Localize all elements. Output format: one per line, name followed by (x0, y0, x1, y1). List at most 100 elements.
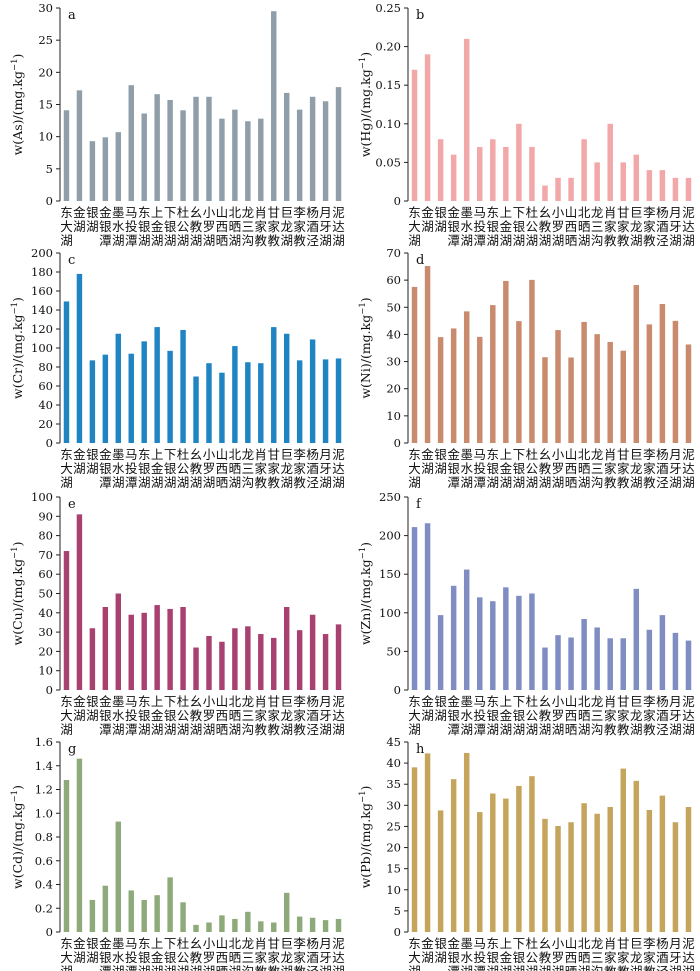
y-tick-label: 100 (379, 606, 401, 620)
y-tick-label: 20 (386, 382, 401, 396)
category-label: 金银潭 (447, 694, 460, 737)
panel-label: c (68, 253, 75, 268)
y-tick-label: 0 (46, 436, 53, 450)
category-label: 幺教湖 (539, 447, 552, 490)
bar (296, 916, 303, 932)
bar (581, 803, 587, 932)
y-axis-title: w(As)/(mg.kg−1) (10, 54, 25, 156)
category-label: 杨酒泾 (656, 936, 669, 971)
category-label: 金湖 (421, 447, 434, 476)
panel-c: 0 20 40 60 80 100 120 140 160 180 200 w(Cr)/(mg.kg−… (10, 246, 345, 490)
y-tick-label: 100 (31, 490, 53, 504)
bar (529, 776, 535, 932)
y-tick-label: 1.2 (35, 783, 53, 797)
bar (322, 359, 329, 443)
bar (568, 357, 574, 443)
y-tick-label: 50 (386, 644, 401, 658)
bar (424, 523, 431, 690)
bar (309, 339, 316, 443)
category-label: 东银湖 (487, 205, 500, 248)
bar (102, 137, 109, 201)
category-label: 上金湖 (500, 694, 513, 737)
y-tick-label: 90 (38, 509, 53, 523)
category-label: 龙三沟 (591, 205, 604, 248)
category-label: 东大湖 (60, 936, 73, 971)
bar (463, 569, 470, 690)
bar (206, 922, 212, 932)
y-tick-label: 0 (394, 194, 401, 208)
category-label: 杨酒泾 (656, 447, 669, 490)
y-tick-label: 10 (386, 883, 401, 897)
bar (411, 527, 418, 690)
bar (503, 280, 509, 443)
category-label: 小罗湖 (552, 205, 565, 248)
bar (154, 94, 160, 201)
category-label: 李家教 (643, 205, 656, 248)
category-label: 金银潭 (99, 205, 112, 248)
category-label: 甘家教 (617, 447, 630, 490)
category-label: 下银湖 (513, 694, 526, 737)
bar (335, 358, 342, 443)
bar (607, 342, 613, 443)
bar (89, 360, 96, 443)
bar (503, 146, 509, 201)
bar (542, 647, 548, 690)
y-tick-label: 30 (386, 355, 401, 369)
y-tick-label: 250 (379, 490, 401, 504)
bar (529, 279, 535, 443)
category-label: 李家教 (643, 694, 656, 737)
category-label: 金湖 (73, 694, 86, 723)
bar (607, 638, 613, 690)
category-label: 下银湖 (513, 936, 526, 971)
category-label: 金湖 (73, 205, 86, 234)
bar (411, 286, 418, 443)
y-axis-title: w(Cr)/(mg.kg−1) (10, 297, 25, 399)
category-label: 银湖 (434, 447, 447, 476)
category-label: 甘家教 (267, 936, 280, 971)
category-label: 杜公湖 (526, 936, 539, 971)
category-label: 小罗湖 (203, 936, 216, 971)
bar (206, 96, 212, 201)
category-label: 杨酒泾 (306, 447, 319, 490)
y-tick-label: 15 (386, 862, 401, 876)
category-label: 小罗湖 (552, 694, 565, 737)
category-label: 泥达湖 (682, 936, 695, 971)
category-label: 肖家教 (604, 447, 617, 490)
bar (646, 170, 653, 201)
bar (245, 911, 251, 932)
bar (128, 890, 134, 932)
category-label: 墨水湖 (460, 694, 473, 737)
bar (271, 637, 277, 690)
category-label: 上金湖 (151, 694, 164, 737)
bar (335, 624, 342, 690)
category-label: 山西晒 (565, 694, 578, 737)
bar (180, 110, 186, 201)
category-label: 山西晒 (216, 205, 229, 248)
bar (594, 813, 600, 932)
category-label: 金银潭 (99, 936, 112, 971)
bar (437, 337, 444, 443)
y-tick-label: 40 (38, 398, 53, 412)
bar (167, 877, 173, 932)
bar (206, 363, 212, 443)
category-label: 金银潭 (447, 205, 460, 248)
category-label: 泥达湖 (332, 205, 345, 248)
category-label: 银湖 (86, 205, 99, 234)
category-label: 月牙湖 (669, 694, 682, 737)
bar (555, 177, 561, 201)
category-label: 马投潭 (125, 694, 138, 737)
category-label: 下银湖 (164, 936, 177, 971)
y-tick-label: 10 (386, 409, 401, 423)
bar (646, 324, 653, 443)
category-label: 李家教 (293, 447, 306, 490)
panel-label: b (416, 8, 424, 23)
y-tick-label: 5 (394, 904, 401, 918)
bar (193, 376, 199, 443)
y-tick-label: 1.4 (35, 759, 53, 773)
category-label: 东银湖 (487, 936, 500, 971)
category-label: 月牙湖 (319, 694, 332, 737)
category-label: 幺教湖 (190, 205, 203, 248)
category-label: 上金湖 (151, 447, 164, 490)
panel-label: f (416, 497, 422, 512)
